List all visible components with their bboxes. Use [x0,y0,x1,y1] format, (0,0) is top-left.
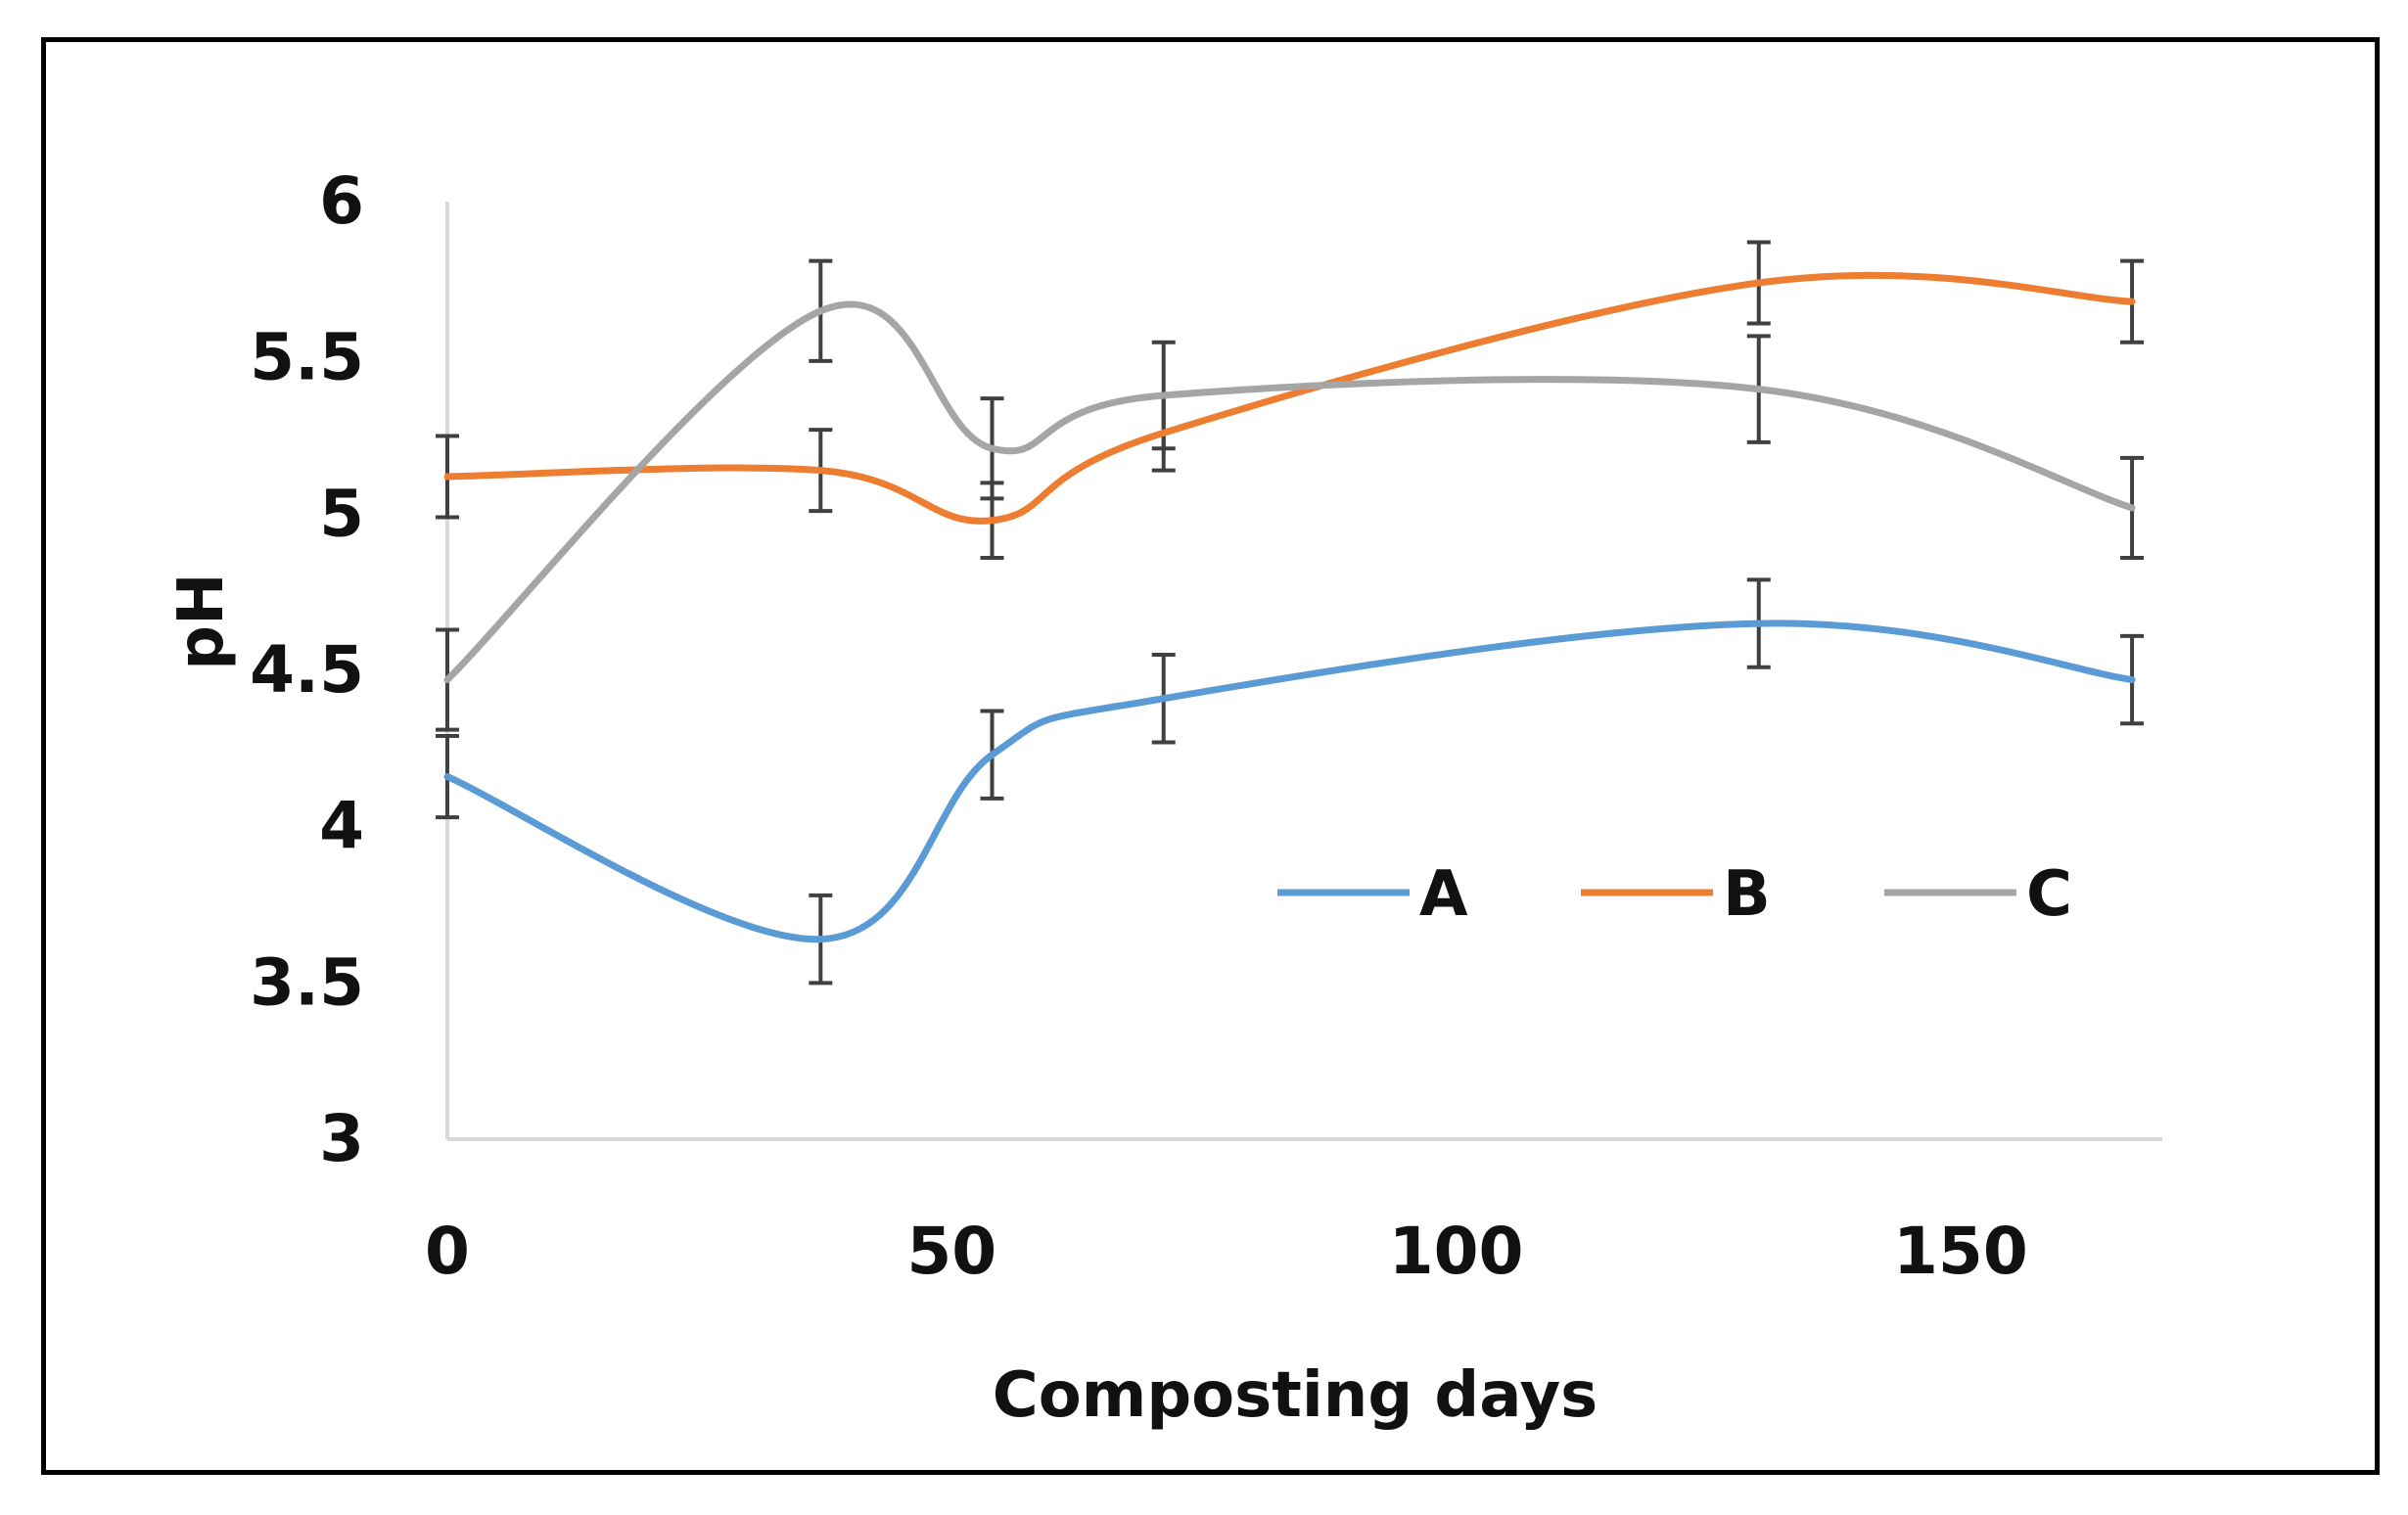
y-tick-label: 3.5 [250,944,364,1020]
chart-svg: 3 3.5 4 4.5 5 5.5 6 0 50 100 150 A B C Composting da… [165,163,2162,1432]
y-tick-label: 3 [319,1101,364,1176]
y-tick-label: 4 [319,789,364,864]
series-line-a [443,620,2136,943]
legend: A B C [1277,858,2072,931]
error-bars [436,240,2145,986]
legend-label-a: A [1419,858,1468,931]
chart-frame: 3 3.5 4 4.5 5 5.5 6 0 50 100 150 A B C Composting da… [41,37,2380,1475]
x-tick-label: 100 [1389,1214,1524,1289]
x-tick-label: 0 [425,1214,470,1289]
y-tick-label: 5 [319,476,364,551]
legend-label-c: C [2026,858,2072,931]
y-tick-label: 6 [319,163,364,239]
series-lines [443,271,2136,943]
legend-label-b: B [1723,858,1771,931]
x-tick-label: 150 [1893,1214,2028,1289]
y-tick-label: 4.5 [250,632,364,708]
axes: 3 3.5 4 4.5 5 5.5 6 0 50 100 150 [250,163,2162,1289]
y-tick-label: 5.5 [250,320,364,395]
y-axis-title: pH [165,573,238,669]
series-line-b [443,271,2136,525]
x-axis-title: Composting days [993,1359,1598,1432]
x-tick-label: 50 [906,1214,996,1289]
series-line-c [443,300,2136,684]
